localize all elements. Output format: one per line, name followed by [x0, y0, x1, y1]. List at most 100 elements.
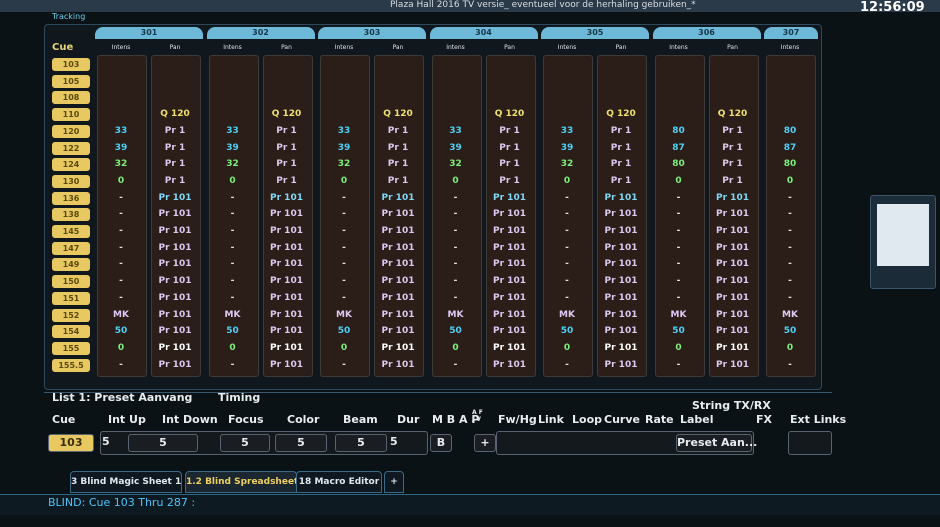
cell-value: 32 — [560, 159, 574, 170]
channel-tab: 301 — [95, 27, 203, 39]
column-header: Intens — [446, 44, 465, 51]
cell-value: - — [342, 242, 346, 253]
timing-label: Timing — [218, 391, 261, 404]
cell-value: - — [676, 192, 681, 203]
cue-cell[interactable]: 136 — [52, 191, 90, 205]
cell-value: 0 — [452, 175, 459, 186]
cell-value: Pr 101 — [493, 342, 526, 353]
cue-cell[interactable]: 130 — [52, 174, 90, 188]
field-value[interactable]: 5 — [102, 435, 110, 448]
column-header: Pan — [504, 44, 515, 51]
cell-value: 33 — [337, 125, 351, 136]
cell-value: Pr 1 — [610, 175, 632, 186]
field-value[interactable]: Preset Aan... — [676, 434, 757, 452]
cell-value: Pr 101 — [158, 359, 192, 370]
cell-value: 50 — [114, 326, 128, 337]
cell-value: Pr 101 — [381, 292, 415, 303]
column-header: Pan — [727, 44, 738, 51]
cue-cell[interactable]: 138 — [52, 208, 90, 222]
field-value[interactable]: 5 — [390, 435, 398, 448]
field-value[interactable]: 5 — [275, 434, 327, 452]
field-label: A F / V — [472, 409, 483, 423]
cue-cell[interactable]: 151 — [52, 291, 90, 305]
cell-value: Pr 101 — [270, 276, 303, 287]
command-line[interactable]: BLIND: Cue 103 Thru 287 : — [48, 496, 196, 509]
tab[interactable]: 18 Macro Editor — [296, 471, 382, 493]
field-value[interactable]: B — [430, 434, 452, 452]
tab[interactable]: + — [384, 471, 404, 493]
column — [320, 55, 370, 377]
cue-cell[interactable]: 152 — [52, 308, 90, 322]
cue-cell[interactable]: 155.5 — [52, 358, 90, 372]
cell-value: - — [453, 192, 458, 203]
column-header: Intens — [780, 44, 800, 51]
field-label: Focus — [228, 413, 264, 426]
tab[interactable]: 3 Blind Magic Sheet 1 — [70, 471, 182, 493]
cue-cell[interactable]: 108 — [52, 91, 90, 105]
column-header: Pan — [281, 44, 292, 51]
cell-value: - — [119, 276, 123, 287]
field-label: Beam — [343, 413, 378, 426]
cell-value: Pr 101 — [604, 242, 638, 253]
cell-value: 0 — [563, 175, 571, 186]
cue-cell[interactable]: 154 — [52, 325, 90, 339]
cell-value: MK — [336, 309, 352, 320]
cell-value: 0 — [229, 342, 236, 353]
cue-sheet — [44, 392, 832, 467]
cue-cell[interactable]: 120 — [52, 124, 90, 138]
column-header: Intens — [557, 44, 577, 51]
field-value[interactable]: 5 — [128, 434, 198, 452]
cell-value: Pr 101 — [604, 209, 638, 220]
cell-value: - — [342, 259, 346, 270]
cell-value: Pr 101 — [493, 226, 526, 236]
cell-value: Pr 101 — [270, 226, 303, 236]
cue-cell[interactable]: 110 — [52, 108, 90, 122]
cell-value: - — [119, 259, 123, 270]
cell-value: - — [453, 242, 458, 253]
cell-value: Pr 101 — [381, 276, 415, 287]
field-value[interactable]: 103 — [48, 434, 94, 452]
cue-cell[interactable]: 155 — [52, 341, 90, 355]
cell-value: Pr 101 — [381, 192, 415, 203]
field-value[interactable]: 5 — [220, 434, 270, 452]
cell-value: 50 — [337, 326, 351, 337]
column — [151, 55, 201, 377]
field-label: Cue — [52, 413, 76, 426]
cell-value: Pr 1 — [387, 159, 409, 170]
cue-cell[interactable]: 149 — [52, 258, 90, 272]
cell-value: - — [676, 276, 681, 287]
cell-value: Q 120 — [271, 109, 302, 120]
column-header: Pan — [169, 44, 181, 51]
field-label: Int Up — [108, 413, 146, 426]
cell-value: Pr 101 — [158, 242, 192, 253]
cell-value: - — [788, 226, 792, 236]
cue-cell[interactable]: 103 — [52, 58, 90, 71]
field-label: Label — [680, 413, 714, 426]
tab[interactable]: 1.2 Blind Spreadsheet — [185, 471, 298, 493]
cell-value: 33 — [226, 125, 239, 136]
string-label: String TX/RX — [692, 399, 771, 412]
cell-value: Q 120 — [383, 109, 413, 120]
cue-cell[interactable]: 150 — [52, 275, 90, 289]
cell-value: 50 — [560, 326, 574, 337]
cue-cell[interactable]: 105 — [52, 74, 90, 88]
field-value[interactable]: + — [474, 434, 496, 452]
cue-cell[interactable]: 124 — [52, 158, 90, 172]
cell-value: 39 — [337, 142, 351, 153]
cell-value: Pr 101 — [158, 342, 192, 353]
cue-cell[interactable]: 122 — [52, 141, 90, 155]
cell-value: Pr 101 — [158, 276, 192, 287]
cell-value: Pr 101 — [381, 209, 415, 220]
cell-value: Pr 101 — [604, 309, 638, 320]
cell-value: Pr 101 — [493, 209, 526, 220]
cell-value: Pr 101 — [716, 342, 749, 353]
cell-value: Pr 101 — [270, 209, 303, 220]
channel-tab: 307 — [764, 27, 818, 39]
column-header: Intens — [334, 44, 354, 51]
cell-value: 0 — [786, 175, 794, 186]
cue-cell[interactable]: 145 — [52, 225, 90, 238]
cell-value: Pr 101 — [716, 292, 749, 303]
cue-cell[interactable]: 147 — [52, 241, 90, 255]
field-value[interactable]: 5 — [335, 434, 387, 452]
cell-value: - — [565, 192, 569, 203]
